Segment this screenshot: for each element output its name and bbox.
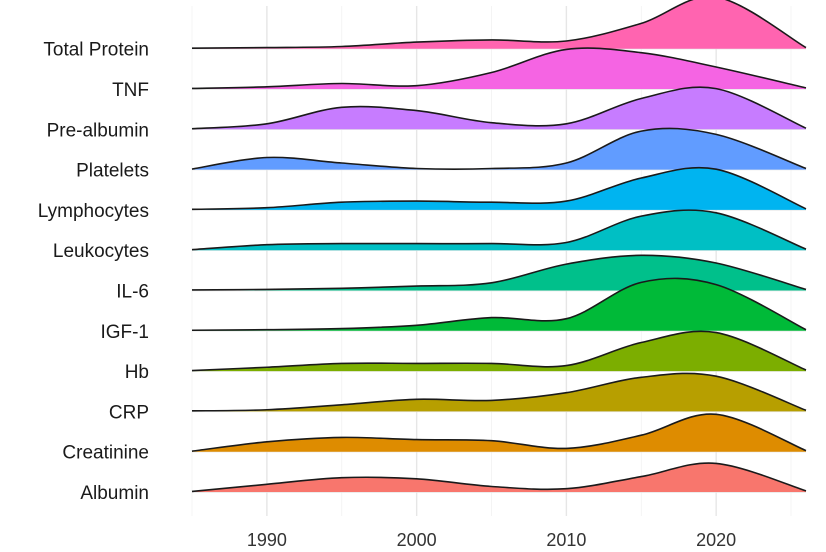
ridge-line-total-protein bbox=[191, 0, 807, 49]
ridge-area-lymphocytes bbox=[192, 167, 806, 210]
y-label-lymphocytes: Lymphocytes bbox=[38, 201, 149, 222]
ridge-line-crp bbox=[191, 372, 807, 412]
y-label-crp: CRP bbox=[109, 402, 149, 423]
y-axis-labels: Total Protein TNF Pre-albumin Platelets Lymp… bbox=[38, 40, 149, 504]
ridge-line-creatinine bbox=[191, 413, 807, 452]
x-tick-label-2020: 2020 bbox=[696, 530, 736, 550]
y-label-total-protein: Total Protein bbox=[43, 40, 149, 61]
y-label-creatinine: Creatinine bbox=[62, 443, 149, 464]
ridges bbox=[191, 0, 807, 493]
y-label-il-6: IL-6 bbox=[116, 282, 149, 303]
ridge-area-igf-1 bbox=[192, 278, 806, 331]
ridge-area-tnf bbox=[192, 48, 806, 89]
y-label-hb: Hb bbox=[125, 362, 149, 383]
ridge-area-crp bbox=[192, 373, 806, 412]
ridge-line-pre-albumin bbox=[191, 86, 807, 130]
ridge-line-tnf bbox=[191, 47, 807, 90]
y-label-platelets: Platelets bbox=[76, 161, 149, 182]
y-label-pre-albumin: Pre-albumin bbox=[47, 120, 149, 141]
y-label-igf-1: IGF-1 bbox=[100, 322, 149, 343]
x-tick-label-1990: 1990 bbox=[247, 530, 287, 550]
ridge-area-platelets bbox=[192, 128, 806, 170]
ridge-area-creatinine bbox=[192, 414, 806, 452]
y-label-tnf: TNF bbox=[112, 80, 149, 101]
ridge-line-hb bbox=[191, 330, 807, 372]
ridge-area-hb bbox=[192, 331, 806, 372]
ridge-line-leukocytes bbox=[191, 209, 807, 251]
ridge-line-lymphocytes bbox=[191, 166, 807, 211]
ridge-line-platelets bbox=[191, 127, 807, 170]
x-tick-label-2000: 2000 bbox=[397, 530, 437, 550]
ridge-area-leukocytes bbox=[192, 210, 806, 251]
x-axis-labels: 1990 2000 2010 2020 bbox=[247, 530, 736, 550]
y-label-leukocytes: Leukocytes bbox=[53, 241, 149, 262]
ridge-line-il-6 bbox=[191, 254, 807, 291]
ridge-line-igf-1 bbox=[191, 277, 807, 332]
ridge-area-albumin bbox=[192, 463, 806, 492]
ridge-area-pre-albumin bbox=[192, 87, 806, 130]
y-label-albumin: Albumin bbox=[80, 483, 149, 504]
ridge-line-albumin bbox=[191, 462, 807, 493]
x-tick-label-2010: 2010 bbox=[546, 530, 586, 550]
ridge-area-total-protein bbox=[192, 0, 806, 49]
